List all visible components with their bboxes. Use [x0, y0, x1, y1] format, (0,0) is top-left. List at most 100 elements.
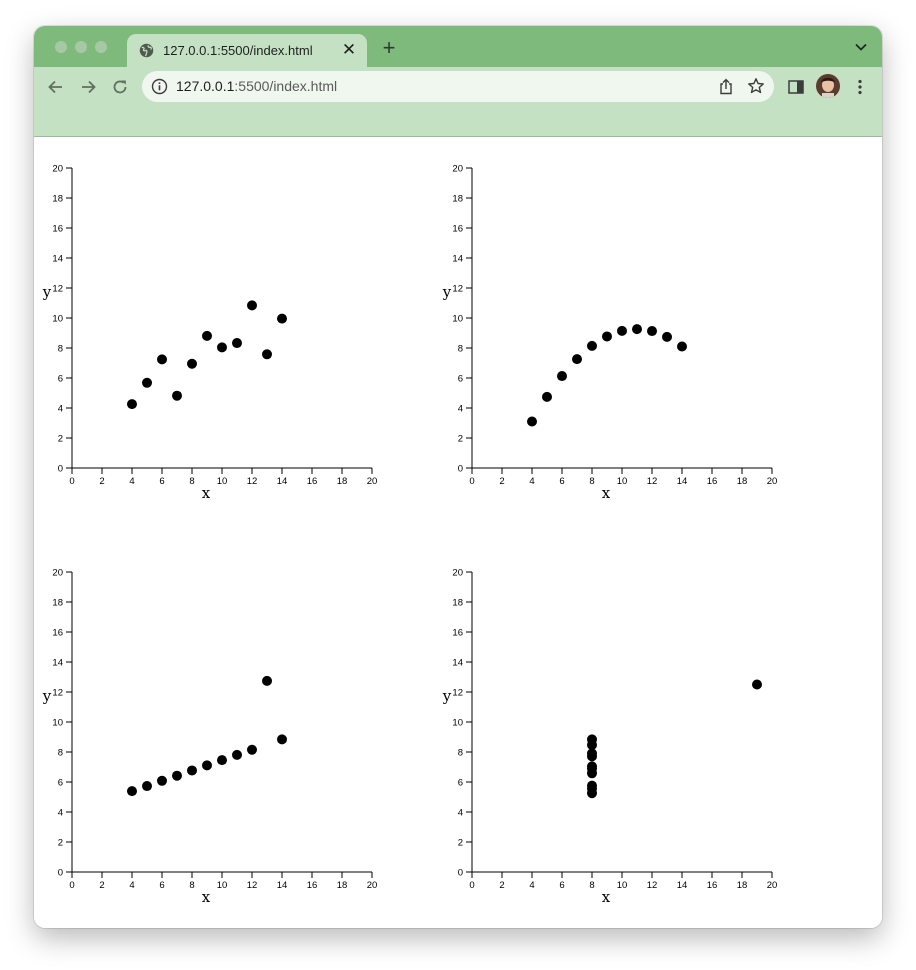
x-tick-label: 18: [737, 880, 748, 891]
y-tick-label: 20: [452, 164, 463, 175]
y-tick-label: 2: [58, 434, 63, 445]
data-point: [617, 325, 627, 336]
x-tick-label: 4: [129, 880, 134, 891]
back-arrow-icon[interactable]: [46, 77, 66, 97]
x-tick-label: 14: [277, 880, 288, 891]
avatar[interactable]: [816, 74, 840, 98]
data-point: [157, 775, 167, 786]
y-tick-label: 14: [52, 254, 63, 265]
close-icon[interactable]: ✕: [341, 40, 357, 59]
x-tick-label: 10: [217, 880, 228, 891]
y-tick-label: 18: [452, 598, 463, 609]
x-tick-label: 10: [617, 880, 628, 891]
data-point: [587, 748, 597, 759]
y-axis-label: y: [442, 687, 452, 705]
x-tick-label: 8: [589, 880, 594, 891]
star-icon[interactable]: [747, 77, 765, 95]
share-icon[interactable]: [718, 78, 734, 95]
data-point: [662, 331, 672, 342]
kebab-menu-icon[interactable]: [850, 77, 870, 97]
chevron-down-icon[interactable]: [854, 40, 868, 54]
x-tick-label: 16: [707, 476, 718, 487]
data-point: [172, 390, 182, 401]
y-tick-label: 12: [52, 688, 63, 699]
data-point: [187, 358, 197, 369]
y-tick-label: 0: [458, 868, 463, 879]
x-tick-label: 10: [217, 476, 228, 487]
url-host: 127.0.0.1: [176, 78, 235, 94]
data-point: [187, 765, 197, 776]
x-axis-label: x: [602, 484, 611, 502]
data-point: [587, 340, 597, 351]
x-tick-label: 18: [337, 880, 348, 891]
avatar-image: [816, 74, 840, 98]
x-tick-label: 12: [247, 880, 258, 891]
reload-icon[interactable]: [110, 77, 130, 97]
data-point: [277, 313, 287, 324]
forward-arrow-icon[interactable]: [78, 77, 98, 97]
browser-tab[interactable]: 127.0.0.1:5500/index.html ✕: [127, 34, 367, 67]
data-point: [677, 341, 687, 352]
x-tick-label: 6: [159, 880, 164, 891]
scatter-plot-4: 0 2 4 6 8 10 12 14 16 18 20 0 2 4 6 8 10 12 14 16 18 20 x y: [442, 568, 778, 907]
data-point: [127, 786, 137, 797]
y-tick-label: 0: [58, 868, 63, 879]
x-tick-label: 12: [647, 880, 658, 891]
y-tick-label: 16: [52, 628, 63, 639]
y-tick-label: 8: [58, 748, 63, 759]
x-axis-label: x: [202, 484, 211, 502]
data-point: [247, 744, 257, 755]
y-tick-label: 2: [458, 838, 463, 849]
data-point: [752, 679, 762, 690]
x-tick-label: 6: [159, 476, 164, 487]
y-tick-label: 8: [458, 344, 463, 355]
info-icon[interactable]: [151, 78, 168, 95]
y-tick-label: 20: [52, 568, 63, 579]
data-point: [142, 781, 152, 792]
x-tick-label: 18: [737, 476, 748, 487]
x-tick-label: 20: [367, 476, 378, 487]
close-window-button[interactable]: [55, 41, 67, 53]
data-point: [157, 354, 167, 365]
y-tick-label: 2: [58, 838, 63, 849]
y-tick-label: 10: [452, 314, 463, 325]
y-tick-label: 0: [58, 464, 63, 475]
y-tick-label: 12: [452, 688, 463, 699]
x-tick-label: 10: [617, 476, 628, 487]
zoom-window-button[interactable]: [95, 41, 107, 53]
x-tick-label: 2: [99, 880, 104, 891]
x-tick-label: 16: [707, 880, 718, 891]
y-tick-label: 6: [458, 374, 463, 385]
data-point: [527, 416, 537, 427]
x-tick-label: 20: [367, 880, 378, 891]
address-bar[interactable]: 127.0.0.1:5500/index.html: [142, 71, 774, 102]
x-tick-label: 0: [69, 476, 74, 487]
y-axis-label: y: [42, 687, 52, 705]
x-tick-label: 8: [189, 880, 194, 891]
x-tick-label: 16: [307, 476, 318, 487]
minimize-window-button[interactable]: [75, 41, 87, 53]
scatter-plot-3: 0 2 4 6 8 10 12 14 16 18 20 0 2 4 6 8 10 12 14 16 18 20 x y: [42, 568, 378, 907]
y-tick-label: 16: [452, 628, 463, 639]
scatter-plot-2: 0 2 4 6 8 10 12 14 16 18 20 0 2 4 6 8 10 12 14 16 18 20 x y: [442, 164, 778, 503]
x-tick-label: 12: [647, 476, 658, 487]
plus-icon[interactable]: +: [382, 35, 396, 60]
browser-toolbar: 127.0.0.1:5500/index.html: [34, 67, 882, 137]
y-tick-label: 20: [52, 164, 63, 175]
y-tick-label: 14: [452, 254, 463, 265]
data-point: [262, 349, 272, 360]
tab-title: 127.0.0.1:5500/index.html: [163, 43, 313, 58]
globe-icon: [139, 43, 154, 58]
data-point: [542, 391, 552, 402]
url-text[interactable]: 127.0.0.1:5500/index.html: [176, 78, 337, 94]
y-tick-label: 0: [458, 464, 463, 475]
data-point: [587, 739, 597, 750]
sidepanel-icon[interactable]: [786, 77, 806, 97]
data-point: [202, 330, 212, 341]
data-point: [217, 755, 227, 766]
data-point: [602, 331, 612, 342]
x-axis-label: x: [602, 888, 611, 906]
data-point: [232, 749, 242, 760]
data-point: [247, 300, 257, 311]
